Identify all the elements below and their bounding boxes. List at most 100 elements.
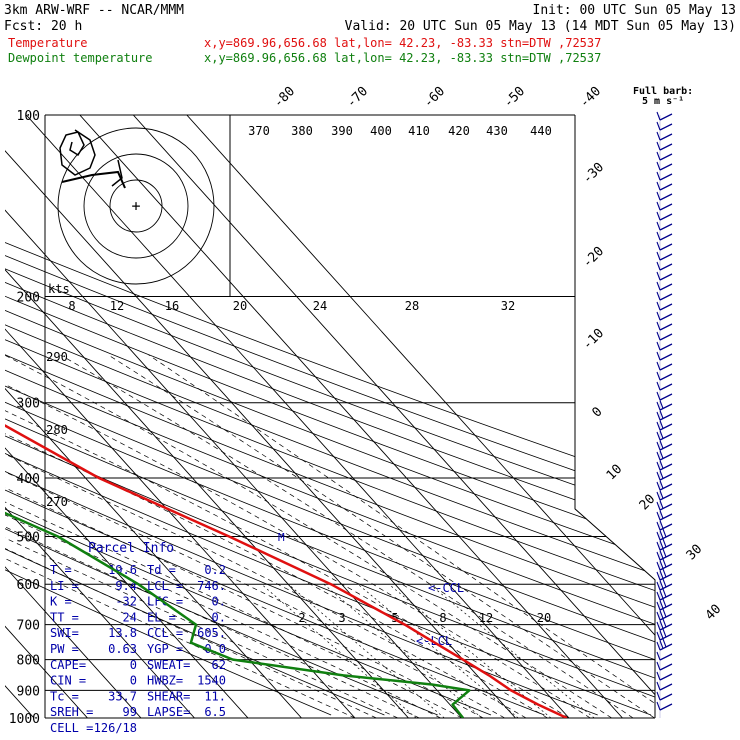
barb-legend-2: 5 m s⁻¹ (642, 96, 684, 107)
wind-barb-flag (662, 558, 667, 568)
parcel-key: TT = (50, 610, 79, 624)
hodograph-speed-label: 12 (110, 299, 124, 313)
dry-adiabat-line (5, 115, 332, 716)
dry-adiabat-line (5, 115, 492, 716)
theta-label: 440 (530, 124, 552, 138)
wind-barb-flag (656, 251, 661, 261)
wind-barb (659, 513, 673, 521)
wind-barb-flag (662, 608, 667, 618)
parcel-value: 0. (212, 610, 226, 624)
mixing-ratio-label: 2 (298, 611, 305, 625)
wind-barb-flag (656, 511, 661, 521)
parcel-key: YGP = (147, 642, 183, 656)
wind-barb-flag (662, 638, 667, 648)
parcel-key: CIN = (50, 674, 86, 688)
wind-barb-flag (659, 490, 664, 499)
wind-barb-flag (659, 540, 664, 549)
wind-barb (659, 283, 673, 291)
wind-barb (659, 303, 673, 311)
wind-barb-flag (656, 641, 661, 651)
wind-barb-flag (659, 520, 664, 529)
temperature-station-info: x,y=869.96,656.68 lat,lon= 42.23, -83.33… (204, 36, 601, 50)
wind-barb (659, 263, 673, 271)
isotherm-line (132, 115, 655, 718)
wind-barb-flag (659, 440, 664, 449)
wind-barb-flag (656, 151, 661, 161)
isotherm-line (5, 115, 142, 718)
dry-adiabat-line (5, 115, 655, 716)
wind-barb-flag (659, 550, 664, 559)
wind-barb (659, 423, 673, 431)
dry-adiabat-line (5, 115, 655, 716)
parcel-key: PW = (50, 642, 79, 656)
wind-barb (659, 503, 673, 511)
wind-barb-flag (659, 530, 664, 539)
wind-barb-flag (659, 470, 664, 479)
wind-barb-flag (656, 691, 661, 701)
wind-barb-flag (659, 400, 664, 409)
wind-barb (659, 313, 673, 321)
wind-barb-flag (656, 361, 661, 371)
wind-barb-flag (662, 548, 667, 558)
wind-barb-flag (656, 381, 661, 391)
wind-barb-flag (656, 541, 661, 551)
dry-adiabat-line (5, 115, 655, 716)
pressure-label: 1000 (9, 712, 40, 727)
parcel-value: 11. (204, 689, 226, 703)
wind-barb-flag (656, 221, 661, 231)
wind-barb-flag (656, 371, 661, 381)
pressure-label: 700 (17, 619, 40, 634)
moist-adiabat-line (5, 354, 398, 718)
wind-barb (659, 203, 673, 211)
wind-barb-flag (659, 460, 664, 469)
parcel-info-title: Parcel Info (88, 541, 174, 556)
wind-barb-flag (656, 111, 661, 121)
wind-barb-flag (656, 621, 661, 631)
dry-adiabat-line (5, 115, 655, 716)
parcel-key: SWEAT= (147, 658, 190, 672)
wind-barb-flag (662, 528, 667, 538)
parcel-value: 0.0 (204, 642, 226, 656)
wind-barb-flag (659, 420, 664, 429)
wind-barb-flag (656, 301, 661, 311)
wind-barb-flag (656, 671, 661, 681)
mixing-ratio-label: 20 (537, 611, 551, 625)
wind-barb (659, 473, 673, 481)
theta-label: 420 (448, 124, 470, 138)
theta-label: 430 (486, 124, 508, 138)
wind-barb-flag (656, 471, 661, 481)
mixing-ratio-line (261, 583, 417, 718)
parcel-key: SHEAR= (147, 689, 190, 703)
isotherm-line (5, 115, 516, 718)
wind-barb-flag (656, 411, 661, 421)
parcel-key: T = (50, 563, 72, 577)
wind-barb-flag (656, 651, 661, 661)
wind-barb-flag (662, 598, 667, 608)
isotherm-line (5, 115, 356, 718)
pressure-label: 500 (17, 530, 40, 545)
wind-barb-flag (656, 391, 661, 401)
hodograph-trace-bold (61, 170, 126, 189)
wind-barb (659, 133, 673, 141)
theta-label: 410 (408, 124, 430, 138)
wind-barb-flag (656, 631, 661, 641)
isotherm-line (5, 115, 409, 718)
dry-adiabat-line (5, 115, 655, 716)
theta-label: 380 (291, 124, 313, 138)
wind-barb-flag (656, 571, 661, 581)
isotherm-line (5, 115, 195, 718)
wind-barb-flag (656, 421, 661, 431)
moist-adiabat-line (5, 354, 570, 718)
parcel-key: LAPSE= (147, 705, 190, 719)
wind-barb-flag (659, 570, 664, 579)
wind-barb (659, 193, 673, 201)
dry-adiabat-line (5, 115, 655, 716)
model-title: 3km ARW-WRF -- NCAR/MMM (4, 3, 184, 18)
dry-adiabat-line (5, 115, 598, 716)
wind-barb-flag (656, 551, 661, 561)
wind-barb-flag (656, 461, 661, 471)
hodograph-speed-label: 32 (501, 299, 515, 313)
wind-barb-flag (662, 578, 667, 588)
wind-barb (659, 163, 673, 171)
